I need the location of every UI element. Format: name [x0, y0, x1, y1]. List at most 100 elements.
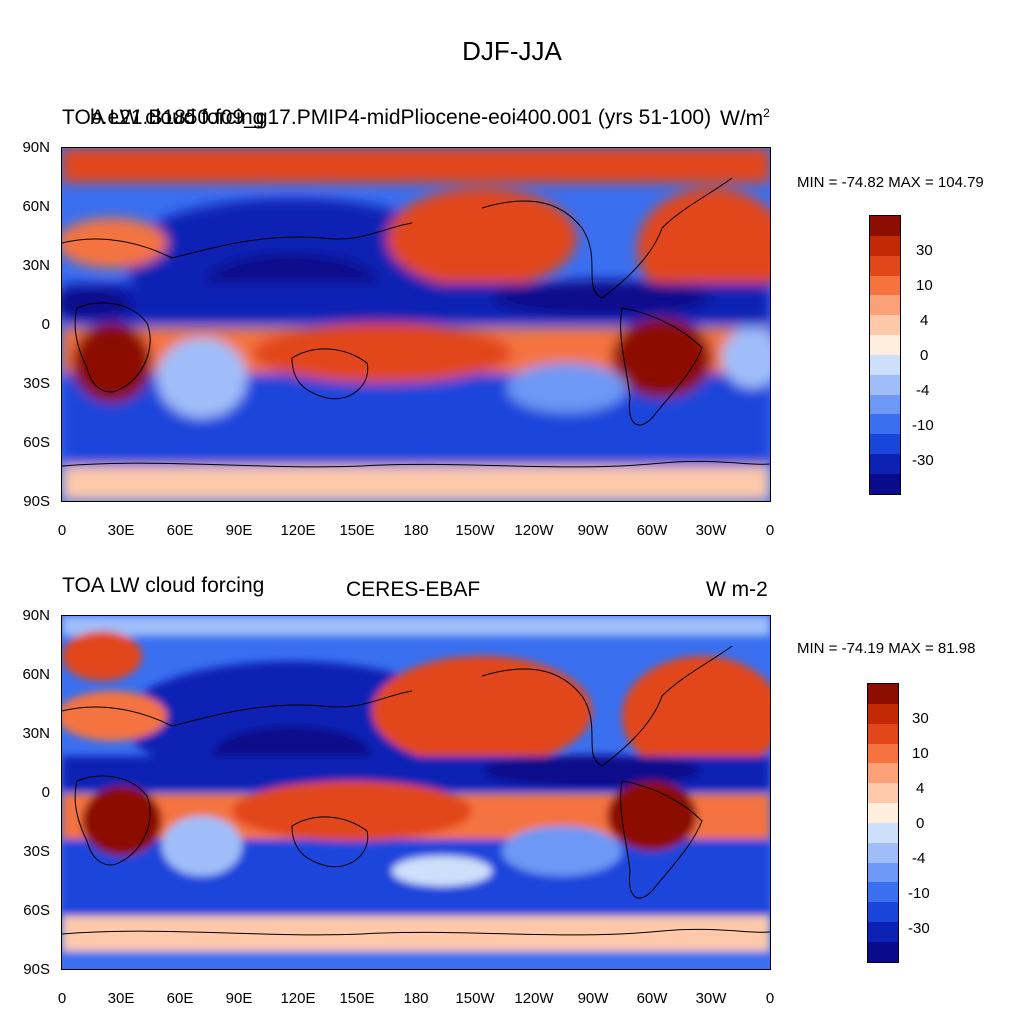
figure-title: DJF-JJA — [462, 36, 562, 66]
panel2-lon-tick: 0 — [765, 990, 775, 1007]
panel1-colorbar-swatch — [870, 295, 900, 316]
panel1-lon-tick: 60E — [166, 522, 194, 539]
panel2-colorbar-swatch — [868, 902, 898, 923]
panel2-colorbar-swatch — [868, 703, 898, 724]
panel1-colorbar-swatch — [870, 315, 900, 336]
panel2-colorbar-swatch — [868, 763, 898, 784]
panel2-colorbar-swatch — [868, 842, 898, 863]
panel1-lon-tick: 150W — [455, 522, 495, 539]
panel2-colorbar-label: 4 — [916, 780, 925, 797]
panel1-colorbar-swatch — [870, 335, 900, 355]
panel1-lon-tick: 90W — [577, 522, 609, 539]
panel2-center-title: CERES-EBAF — [346, 578, 481, 601]
panel2-lat-tick: 60S — [23, 902, 50, 919]
panel1-lon-tick: 0 — [57, 522, 67, 539]
panel1-lon-tick: 30W — [695, 522, 727, 539]
panel2-lon-tick: 0 — [57, 990, 67, 1007]
panel2-colorbar-swatch — [868, 941, 898, 962]
panel2-lon-tick: 180 — [403, 990, 429, 1007]
panel1-lat-tick: 30N — [22, 257, 50, 274]
panel1-colorbar-swatch — [870, 434, 900, 455]
panel1-lat-tick: 90N — [22, 139, 50, 156]
panel2-colorbar-swatch — [868, 783, 898, 804]
panel1-colorbar-swatch — [870, 454, 900, 474]
panel1-colorbar-swatch — [870, 235, 900, 256]
panel2-lon-tick: 90W — [577, 990, 609, 1007]
panel1-colorbar-label: -10 — [912, 417, 934, 434]
panel2-colorbar-swatch — [868, 803, 898, 823]
panel2-units: W m-2 — [706, 578, 768, 601]
panel2-lon-tick: 60W — [636, 990, 668, 1007]
panel1-map — [61, 147, 771, 502]
panel2-lon-tick: 60E — [166, 990, 194, 1007]
panel1-lon-tick: 0 — [765, 522, 775, 539]
panel2-colorbar-label: -4 — [912, 850, 926, 867]
panel1-lat-tick: 30S — [23, 375, 50, 392]
panel1-colorbar-swatch — [870, 414, 900, 435]
panel2-map-svg — [62, 616, 770, 969]
panel2-colorbar-swatch — [868, 743, 898, 764]
panel1-units-text: W/m — [720, 107, 764, 130]
panel2-left-title: TOA LW cloud forcing — [62, 574, 265, 597]
panel1-lat-tick: 0 — [41, 316, 50, 333]
panel1-colorbar-label: 4 — [920, 312, 929, 329]
panel1-colorbar — [869, 215, 901, 495]
panel1-colorbar-label: 30 — [916, 242, 933, 259]
panel2-field — [62, 616, 770, 969]
panel1-lon-tick: 30E — [107, 522, 135, 539]
panel1-colorbar-swatch — [870, 354, 900, 375]
panel1-map-svg — [62, 148, 770, 501]
panel2-lon-tick: 150W — [455, 990, 495, 1007]
panel2-lon-tick: 30E — [107, 990, 135, 1007]
panel2-min-max: MIN = -74.19 MAX = 81.98 — [797, 640, 976, 657]
panel1-colorbar-label: 10 — [916, 277, 933, 294]
panel2-lon-tick: 150E — [339, 990, 375, 1007]
panel1-lon-tick: 180 — [403, 522, 429, 539]
panel2-colorbar — [867, 683, 899, 963]
panel1-colorbar-label: -4 — [916, 382, 930, 399]
panel2-colorbar-label: 30 — [912, 710, 929, 727]
panel2-lat-tick: 90N — [22, 607, 50, 624]
panel2-colorbar-swatch — [868, 922, 898, 942]
panel1-field — [62, 148, 770, 501]
panel2-lon-tick: 120E — [280, 990, 316, 1007]
panel1-coastlines — [62, 177, 770, 468]
panel2-lon-tick: 90E — [225, 990, 253, 1007]
panel2-lat-tick: 0 — [41, 784, 50, 801]
panel1-lon-tick: 120W — [514, 522, 554, 539]
panel2-lat-tick: 60N — [22, 666, 50, 683]
panel1-colorbar-label: 0 — [920, 347, 929, 364]
panel2-colorbar-swatch — [868, 882, 898, 903]
panel2-colorbar-label: 10 — [912, 745, 929, 762]
panel2-colorbar-swatch — [868, 684, 898, 704]
panel1-lat-tick: 60S — [23, 434, 50, 451]
panel1-units: W/m2 — [720, 106, 770, 131]
panel2-lon-tick: 120W — [514, 990, 554, 1007]
panel2-colorbar-swatch — [868, 862, 898, 883]
panel1-colorbar-swatch — [870, 216, 900, 236]
panel1-left-title: TOA LW cloud forcing — [62, 106, 265, 129]
panel2-colorbar-label: -10 — [908, 885, 930, 902]
panel1-colorbar-label: -30 — [912, 452, 934, 469]
panel2-colorbar-label: -30 — [908, 920, 930, 937]
panel1-colorbar-swatch — [870, 394, 900, 415]
panel1-lon-tick: 90E — [225, 522, 253, 539]
panel2-lat-tick: 30S — [23, 843, 50, 860]
panel2-map — [61, 615, 771, 970]
panel1-min-max: MIN = -74.82 MAX = 104.79 — [797, 174, 984, 191]
panel2-lon-tick: 30W — [695, 990, 727, 1007]
panel2-colorbar-swatch — [868, 723, 898, 744]
panel2-coastlines — [62, 645, 770, 936]
panel2-lat-tick: 90S — [23, 961, 50, 978]
panel1-units-sup: 2 — [763, 106, 770, 120]
panel1-center-title: b.e21.B1850.f09_g17.PMIP4-midPliocene-eo… — [90, 106, 712, 129]
panel1-colorbar-swatch — [870, 374, 900, 395]
panel2-lat-tick: 30N — [22, 725, 50, 742]
panel1-colorbar-swatch — [870, 255, 900, 276]
panel1-lon-tick: 120E — [280, 522, 316, 539]
panel1-lon-tick: 150E — [339, 522, 375, 539]
panel1-colorbar-swatch — [870, 473, 900, 494]
panel1-lat-tick: 60N — [22, 198, 50, 215]
panel1-colorbar-swatch — [870, 275, 900, 296]
panel2-colorbar-swatch — [868, 822, 898, 843]
